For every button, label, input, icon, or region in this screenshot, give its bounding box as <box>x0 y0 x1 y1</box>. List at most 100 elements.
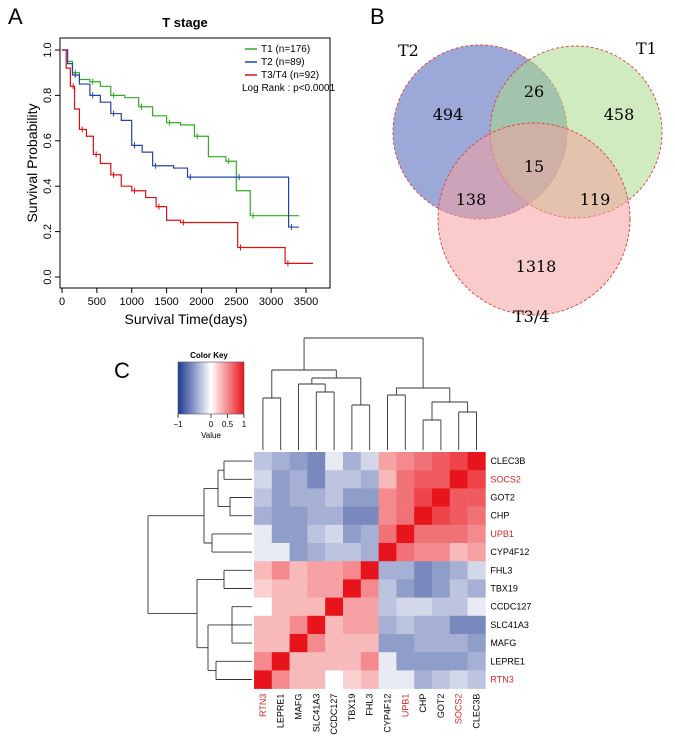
heatmap-cell <box>254 488 273 507</box>
heatmap-cell <box>271 579 290 598</box>
heatmap-cell <box>343 634 362 653</box>
heatmap-cell <box>360 670 379 689</box>
color-key-ticks: −1 0 0.5 1 <box>173 414 247 429</box>
heatmap-cell <box>414 652 433 671</box>
heatmap-cell <box>414 543 433 562</box>
km-legend: T1 (n=176) T2 (n=89) T3/T4 (n=92) Log Ra… <box>242 44 336 94</box>
heatmap-cell <box>325 488 344 507</box>
heatmap-cell <box>289 670 308 689</box>
heatmap-cell <box>378 670 397 689</box>
heatmap-cell <box>271 506 290 526</box>
heatmap-cell <box>254 452 273 471</box>
heatmap-cell <box>396 561 415 580</box>
col-label: CYP4F12 <box>383 694 393 733</box>
heatmap-cell <box>325 597 344 617</box>
color-key-tick-label: −1 <box>173 420 183 429</box>
heatmap-cell <box>396 615 415 635</box>
column-dendrogram <box>262 337 477 450</box>
heatmap-cell <box>378 634 397 653</box>
heatmap-cell <box>467 670 486 689</box>
heatmap-cell <box>343 524 362 544</box>
heatmap-cell <box>360 452 379 471</box>
heatmap-cell <box>307 452 326 471</box>
heatmap-cell <box>378 597 397 617</box>
col-label: RTN3 <box>258 694 268 717</box>
heatmap-cell <box>325 561 344 580</box>
km-x-tick-label: 500 <box>88 296 106 308</box>
venn-set-t34: T3/4 <box>513 307 549 326</box>
heatmap-cell <box>325 670 344 689</box>
dendrogram-branch <box>231 606 252 626</box>
km-x-tick-label: 3000 <box>259 296 283 308</box>
col-label: FHL3 <box>365 694 375 716</box>
km-x-tick-label: 1000 <box>119 296 143 308</box>
dendrogram-branch <box>298 383 326 450</box>
heatmap-cell <box>289 470 308 489</box>
legend-t2: T2 (n=89) <box>261 57 305 68</box>
row-label: TBX19 <box>490 584 518 594</box>
panel-a-label: A <box>8 4 23 29</box>
dendrogram-branch <box>223 460 252 480</box>
row-label: CHP <box>490 511 509 521</box>
heatmap-cell <box>307 615 326 635</box>
panel-b-label: B <box>370 4 385 29</box>
dendrogram-branch <box>203 487 218 544</box>
heatmap-cell <box>289 615 308 635</box>
heatmap-cell <box>467 597 486 617</box>
km-y-tick-label: 1.0 <box>42 42 54 57</box>
km-y-label: Survival Probability <box>24 103 40 222</box>
venn-count-t2-t34: 138 <box>456 190 487 209</box>
row-label: GOT2 <box>490 493 515 503</box>
heatmap-cell <box>396 524 415 544</box>
heatmap-cell <box>378 488 397 507</box>
heatmap-cell <box>396 506 415 526</box>
heatmap-cell <box>343 652 362 671</box>
color-key: Color Key −1 0 0.5 1 Value <box>173 351 246 440</box>
venn-count-t1-only: 458 <box>604 105 635 124</box>
dendrogram-branch <box>211 533 252 553</box>
dendrogram-branch <box>387 394 406 450</box>
heatmap-cell <box>467 579 486 598</box>
heatmap-cell <box>271 470 290 489</box>
dendrogram-branch <box>231 624 252 644</box>
heatmap-cell <box>449 579 468 598</box>
heatmap-cell <box>360 543 379 562</box>
panel-c: C Color Key −1 0 0.5 1 Value CLEC3B SOCS2 GOT… <box>114 337 531 735</box>
dendrogram-branch <box>315 391 335 450</box>
heatmap-cell <box>432 452 451 471</box>
heatmap-cell <box>343 543 362 562</box>
heatmap-cell <box>289 597 308 617</box>
heatmap-cell <box>271 561 290 580</box>
row-label: UPB1 <box>490 529 514 539</box>
km-x-tick-label: 2000 <box>189 296 213 308</box>
heatmap-cell <box>378 615 397 635</box>
heatmap-cell <box>307 488 326 507</box>
km-y-tick-label: 0.6 <box>42 133 54 148</box>
dendrogram-branch <box>458 411 477 450</box>
heatmap-cell <box>432 470 451 489</box>
color-key-label: Value <box>201 431 221 440</box>
heatmap-cell <box>254 634 273 653</box>
heatmap-cell <box>325 615 344 635</box>
heatmap-cell <box>449 470 468 489</box>
heatmap-cell <box>396 652 415 671</box>
panel-a: A T stage 0 500 1000 1500 2000 2500 3000 3500 0… <box>8 4 336 327</box>
km-y-tick-label: 0.4 <box>42 179 54 194</box>
venn-count-t2-t1: 26 <box>524 82 544 101</box>
heatmap-cell <box>254 470 273 489</box>
heatmap-cell <box>432 488 451 507</box>
heatmap-cell <box>325 579 344 598</box>
heatmap-cell <box>307 470 326 489</box>
km-y-axis: 0.0 0.2 0.4 0.6 0.8 1.0 <box>42 42 60 285</box>
venn-count-t2-only: 494 <box>433 105 464 124</box>
color-key-tick-label: 0.5 <box>222 420 234 429</box>
heatmap-cell <box>343 615 362 635</box>
venn-set-t1: T1 <box>636 39 657 58</box>
heatmap-cell <box>467 543 486 562</box>
heatmap-cell <box>449 561 468 580</box>
color-key-tick-label: 1 <box>242 420 247 429</box>
heatmap-cell <box>396 634 415 653</box>
heatmap-cell <box>254 506 273 526</box>
heatmap-cell <box>289 506 308 526</box>
